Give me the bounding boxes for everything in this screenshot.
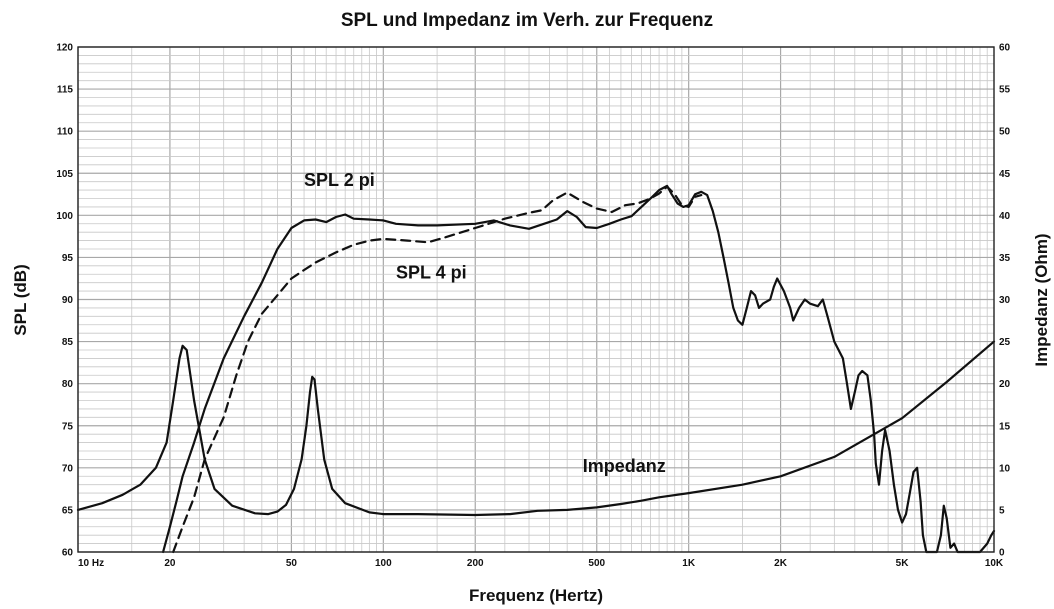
impedance-curve [76,340,996,517]
y2-tick-label: 55 [999,85,1011,96]
y-tick-label: 75 [62,421,74,432]
y2-tick-label: 15 [999,421,1011,432]
chart-title: SPL und Impedanz im Verh. zur Frequenz [341,10,713,31]
y2-tick-label: 45 [999,169,1011,180]
curve-annotation: SPL 4 pi [396,262,467,282]
y-tick-label: 90 [62,295,74,306]
y2-tick-label: 35 [999,253,1011,264]
y-tick-label: 120 [56,43,73,54]
y-tick-label: 65 [62,505,74,516]
y-tick-label: 115 [57,85,74,96]
x-tick-label: 10K [985,558,1004,569]
curve-annotation: Impedanz [583,456,666,476]
y2-tick-label: 40 [999,211,1011,222]
spl-4pi-curve [172,185,703,554]
x-tick-label: 100 [375,558,392,569]
y-tick-label: 95 [62,253,74,264]
x-tick-label: 50 [286,558,298,569]
curve-annotation: SPL 2 pi [304,170,375,190]
y2-tick-label: 30 [999,295,1011,306]
x-tick-label: 20 [164,558,176,569]
y-tick-label: 80 [62,379,74,390]
curve-annotations: SPL 2 pi SPL 4 pi Impedanz [304,170,666,476]
y2-tick-label: 60 [999,43,1011,54]
x-tick-label: 200 [467,558,484,569]
y2-tick-label: 50 [999,127,1011,138]
y-axis-label: SPL (dB) [11,264,30,335]
y-tick-label: 85 [62,337,74,348]
plot-grid [77,46,994,553]
x-tick-label: 500 [588,558,605,569]
y2-tick-label: 10 [999,463,1011,474]
y-tick-label: 70 [62,463,74,474]
x-tick-label: 10 Hz [78,558,104,569]
plot-curves [76,184,996,554]
x-tick-label: 2K [774,558,788,569]
y-tick-label: 60 [62,548,74,559]
axis-ticks: 10 Hz 20 50 100 200 500 1K 2K 5K 10K6065707580859… [56,43,1010,570]
spl-2pi-curve [162,184,996,554]
y2-tick-label: 20 [999,379,1011,390]
x-tick-label: 5K [896,558,910,569]
y-tick-label: 110 [57,127,74,138]
y-tick-label: 105 [56,169,73,180]
x-axis-label: Frequenz (Hertz) [469,586,603,605]
y2-tick-label: 25 [999,337,1011,348]
y2-axis-label: Impedanz (Ohm) [1032,233,1051,366]
y2-tick-label: 5 [999,505,1005,516]
x-tick-label: 1K [682,558,696,569]
y-tick-label: 100 [56,211,73,222]
plot-frame [77,46,995,553]
y2-tick-label: 0 [999,548,1005,559]
